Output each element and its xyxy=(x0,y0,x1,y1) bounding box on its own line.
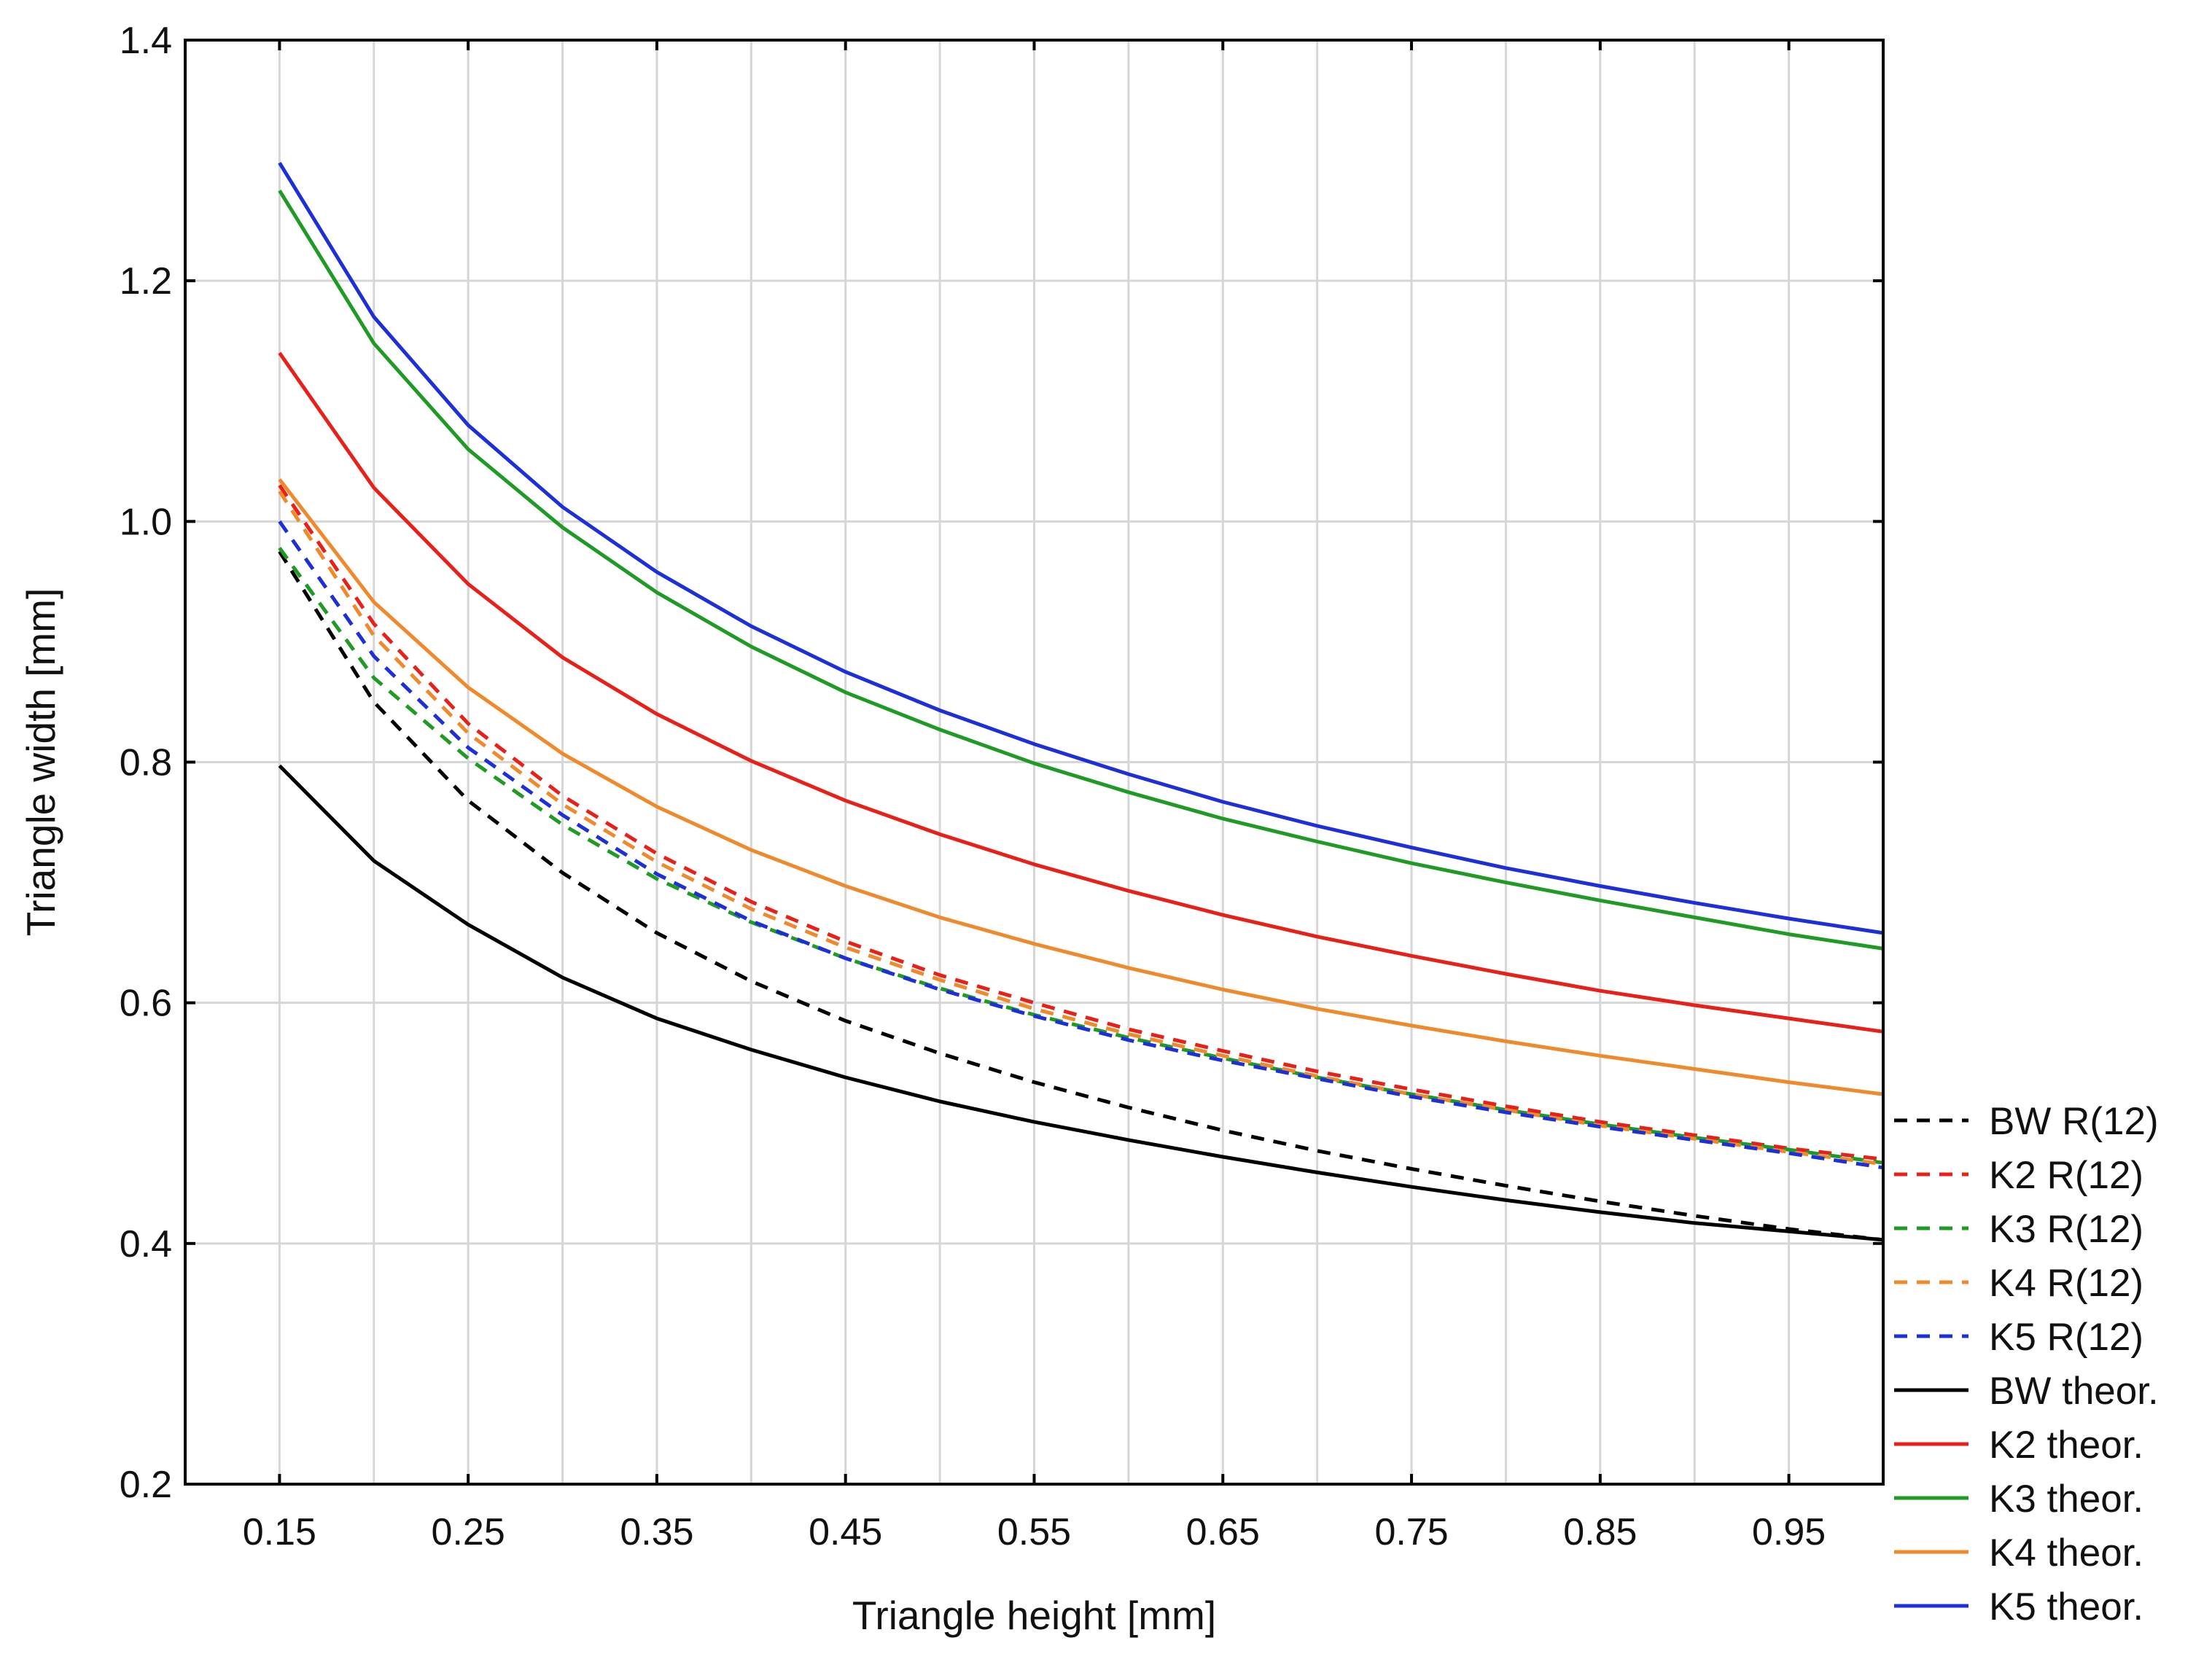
series-line-k4-theor xyxy=(278,478,1884,1096)
x-tick-label: 0.15 xyxy=(243,1511,316,1553)
legend-label: K2 R(12) xyxy=(1989,1154,2143,1197)
legend-item: K2 theor. xyxy=(1894,1424,2143,1467)
legend-item: K2 R(12) xyxy=(1894,1154,2143,1197)
legend-label: K2 theor. xyxy=(1989,1424,2143,1467)
series-line-k5-theor xyxy=(278,162,1884,935)
legend-label: K3 R(12) xyxy=(1989,1208,2143,1251)
y-tick-label: 1.4 xyxy=(120,20,172,62)
series-line-bw-theor xyxy=(278,764,1884,1242)
series-line-k3-theor xyxy=(278,190,1884,951)
legend-item: K3 R(12) xyxy=(1894,1208,2143,1251)
x-tick-label: 0.75 xyxy=(1374,1511,1448,1553)
y-tick-label: 1.0 xyxy=(120,501,172,543)
legend: BW R(12) K2 R(12) K3 R(12) K4 R(12) K5 R(12)… xyxy=(1894,1100,2159,1628)
x-tick-label: 0.55 xyxy=(997,1511,1071,1553)
legend-label: K4 R(12) xyxy=(1989,1262,2143,1305)
legend-item: K3 theor. xyxy=(1894,1478,2143,1521)
y-tick-label: 0.4 xyxy=(120,1223,172,1265)
legend-item: BW R(12) xyxy=(1894,1100,2159,1143)
y-tick-label: 0.2 xyxy=(120,1464,172,1506)
legend-label: K3 theor. xyxy=(1989,1478,2143,1521)
legend-label: K5 R(12) xyxy=(1989,1316,2143,1359)
series-line-k5-r-12 xyxy=(278,520,1884,1170)
series-line-k2-theor xyxy=(278,351,1884,1034)
x-axis-title: Triangle height [mm] xyxy=(852,1593,1216,1638)
grid-lines xyxy=(185,40,1883,1484)
x-tick-label: 0.95 xyxy=(1752,1511,1826,1553)
series-lines xyxy=(278,162,1884,1242)
legend-item: K4 theor. xyxy=(1894,1532,2143,1575)
y-tick-label: 0.8 xyxy=(120,742,172,784)
legend-item: BW theor. xyxy=(1894,1370,2159,1413)
legend-label: K5 theor. xyxy=(1989,1585,2143,1628)
y-axis-title: Triangle width [mm] xyxy=(18,588,63,937)
legend-item: K4 R(12) xyxy=(1894,1262,2143,1305)
legend-label: BW theor. xyxy=(1989,1370,2159,1413)
legend-label: K4 theor. xyxy=(1989,1532,2143,1575)
legend-item: K5 R(12) xyxy=(1894,1316,2143,1359)
axis-ticks xyxy=(185,39,1883,1486)
x-tick-label: 0.85 xyxy=(1563,1511,1637,1553)
y-tick-label: 1.2 xyxy=(120,260,172,303)
series-line-bw-r-12 xyxy=(278,550,1884,1242)
y-tick-label: 0.6 xyxy=(120,983,172,1025)
x-tick-label: 0.35 xyxy=(620,1511,693,1553)
x-tick-label: 0.25 xyxy=(432,1511,505,1553)
legend-label: BW R(12) xyxy=(1989,1100,2159,1143)
x-tick-label: 0.45 xyxy=(809,1511,882,1553)
legend-item: K5 theor. xyxy=(1894,1585,2143,1628)
tick-labels: 0.2 0.4 0.6 0.8 1.0 1.2 1.4 0.15 0.25 0.35 0.45 0.5… xyxy=(120,20,1826,1553)
x-tick-label: 0.65 xyxy=(1186,1511,1260,1553)
